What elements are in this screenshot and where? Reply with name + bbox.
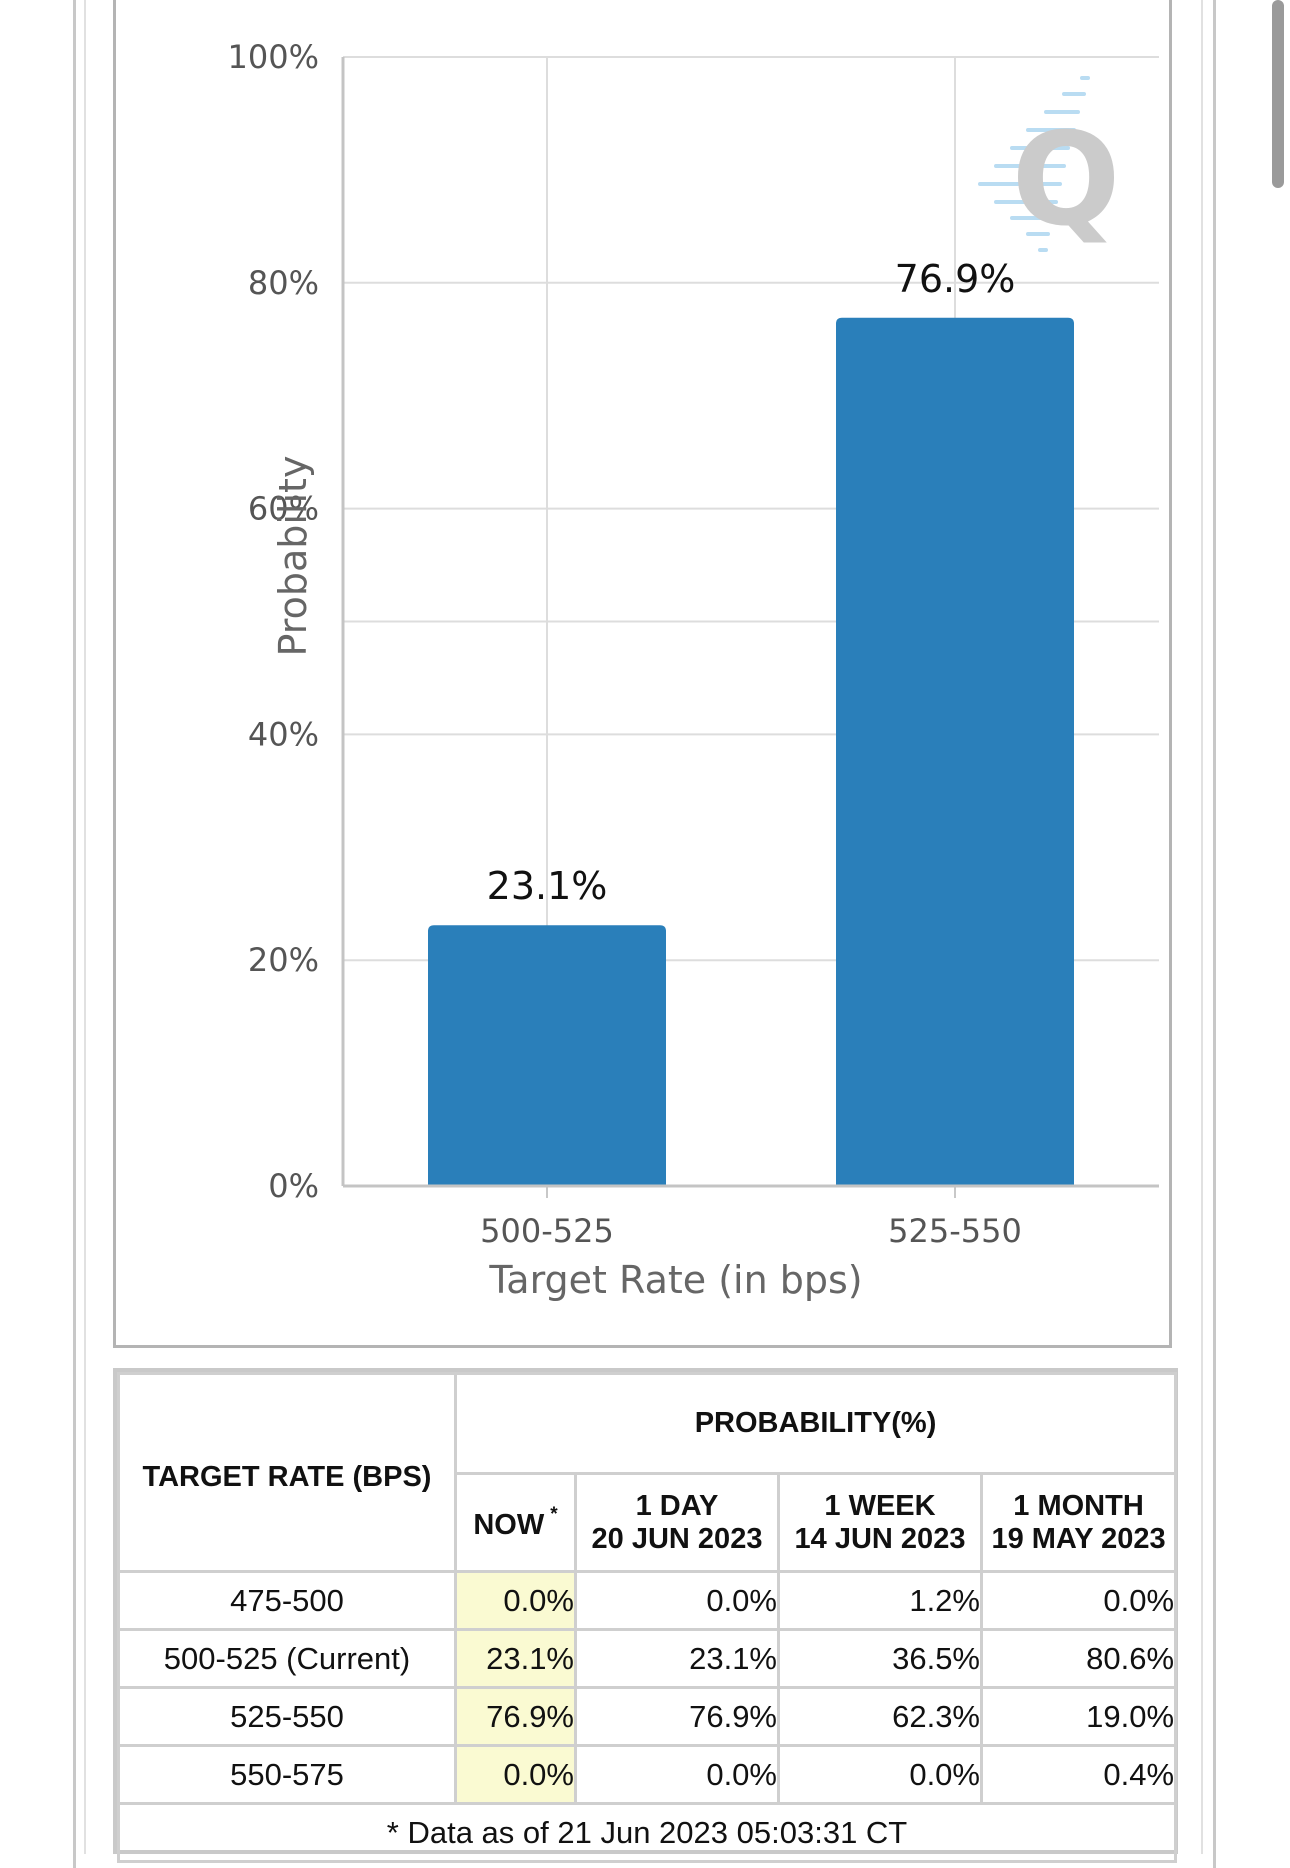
bar-525-550[interactable]	[836, 317, 1074, 1186]
now-probability-cell: 0.0%	[454, 1744, 577, 1805]
probability-cell: 23.1%	[574, 1628, 780, 1689]
target-rate-cell: 550-575	[117, 1744, 457, 1805]
target-rate-cell: 500-525 (Current)	[117, 1628, 457, 1689]
x-tick-label: 500-525	[480, 1212, 614, 1250]
y-tick-label: 0%	[268, 1167, 319, 1205]
bar-value-label: 23.1%	[487, 864, 608, 908]
column-header-0: NOW *	[454, 1472, 577, 1573]
probability-header: PROBABILITY(%)	[453, 1372, 1178, 1475]
page-frame	[73, 0, 1216, 1868]
probability-cell: 76.9%	[574, 1686, 780, 1747]
frame-divider-right	[1201, 0, 1203, 1854]
y-axis-title: Probability	[271, 456, 315, 657]
y-tick-label: 60%	[248, 490, 319, 528]
probability-cell: 1.2%	[777, 1570, 983, 1631]
x-tick-label: 525-550	[888, 1212, 1022, 1250]
y-tick-label: 40%	[248, 715, 319, 753]
probability-cell: 0.0%	[574, 1744, 780, 1805]
target-rate-cell: 475-500	[117, 1570, 457, 1631]
probability-cell: 19.0%	[979, 1686, 1178, 1747]
probability-cell: 80.6%	[979, 1628, 1178, 1689]
probability-bar-chart: Q 23.1% 76.9% 0% 20% 40% 60% 80% 100% 500-525 52…	[228, 38, 1159, 1302]
y-tick-label: 100%	[228, 38, 319, 76]
table-row: 475-500 0.0% 0.0% 1.2% 0.0%	[117, 1570, 1178, 1631]
probability-cell: 0.0%	[574, 1570, 780, 1631]
bar-value-label: 76.9%	[895, 257, 1016, 301]
table-row: 525-550 76.9% 76.9% 62.3% 19.0%	[117, 1686, 1178, 1747]
table-row: 500-525 (Current) 23.1% 23.1% 36.5% 80.6%	[117, 1628, 1178, 1689]
x-axis-title: Target Rate (in bps)	[488, 1258, 862, 1302]
bars: 23.1% 76.9%	[428, 257, 1074, 1186]
y-tick-label: 20%	[248, 941, 319, 979]
now-probability-cell: 76.9%	[454, 1686, 577, 1747]
column-header-1: 1 DAY 20 JUN 2023	[574, 1472, 780, 1573]
chart-panel: Q 23.1% 76.9% 0% 20% 40% 60% 80% 100% 500-525 52…	[113, 0, 1172, 1348]
table-row: 550-575 0.0% 0.0% 0.0% 0.4%	[117, 1744, 1178, 1805]
probability-table-container: TARGET RATE (BPS) PROBABILITY(%) NOW * 1 D…	[113, 1368, 1178, 1863]
probability-cell: 62.3%	[777, 1686, 983, 1747]
column-header-3: 1 MONTH 19 MAY 2023	[979, 1472, 1178, 1573]
axes: 0% 20% 40% 60% 80% 100% 500-525 525-550	[228, 38, 1159, 1250]
column-header-2: 1 WEEK 14 JUN 2023	[777, 1472, 983, 1573]
probability-table: TARGET RATE (BPS) PROBABILITY(%) NOW * 1 D…	[116, 1372, 1178, 1863]
y-tick-label: 80%	[248, 264, 319, 302]
data-timestamp-footnote: * Data as of 21 Jun 2023 05:03:31 CT	[116, 1802, 1178, 1863]
probability-cell: 0.4%	[979, 1744, 1178, 1805]
watermark-letter: Q	[1012, 106, 1121, 255]
column-header-row: NOW * 1 DAY 20 JUN 2023 1 WEEK 14 JUN 2023 1 M…	[119, 1472, 1178, 1573]
bar-500-525[interactable]	[428, 925, 666, 1186]
now-probability-cell: 0.0%	[454, 1570, 577, 1631]
scrollbar-thumb[interactable]	[1272, 0, 1284, 188]
frame-divider-left	[84, 0, 86, 1854]
probability-cell: 36.5%	[777, 1628, 983, 1689]
probability-cell: 0.0%	[777, 1744, 983, 1805]
target-rate-header: TARGET RATE (BPS)	[117, 1372, 457, 1573]
q-watermark-icon: Q	[978, 76, 1121, 255]
table-body: 475-500 0.0% 0.0% 1.2% 0.0% 500-525 (Current)…	[117, 1570, 1178, 1805]
probability-cell: 0.0%	[979, 1570, 1178, 1631]
target-rate-cell: 525-550	[117, 1686, 457, 1747]
now-probability-cell: 23.1%	[454, 1628, 577, 1689]
